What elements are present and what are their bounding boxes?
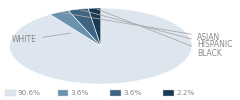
Wedge shape	[10, 8, 192, 84]
FancyBboxPatch shape	[5, 90, 16, 96]
Wedge shape	[50, 10, 101, 46]
FancyBboxPatch shape	[163, 90, 174, 96]
Text: 90.6%: 90.6%	[18, 90, 41, 96]
Text: WHITE: WHITE	[12, 33, 71, 44]
Text: HISPANIC: HISPANIC	[81, 10, 232, 50]
Text: ASIAN: ASIAN	[62, 13, 220, 42]
Wedge shape	[88, 8, 101, 46]
FancyBboxPatch shape	[110, 90, 121, 96]
FancyBboxPatch shape	[58, 90, 68, 96]
Text: 2.2%: 2.2%	[176, 90, 195, 96]
Wedge shape	[68, 8, 101, 46]
Text: 3.6%: 3.6%	[124, 90, 142, 96]
Text: 3.6%: 3.6%	[71, 90, 89, 96]
Text: BLACK: BLACK	[97, 9, 222, 58]
